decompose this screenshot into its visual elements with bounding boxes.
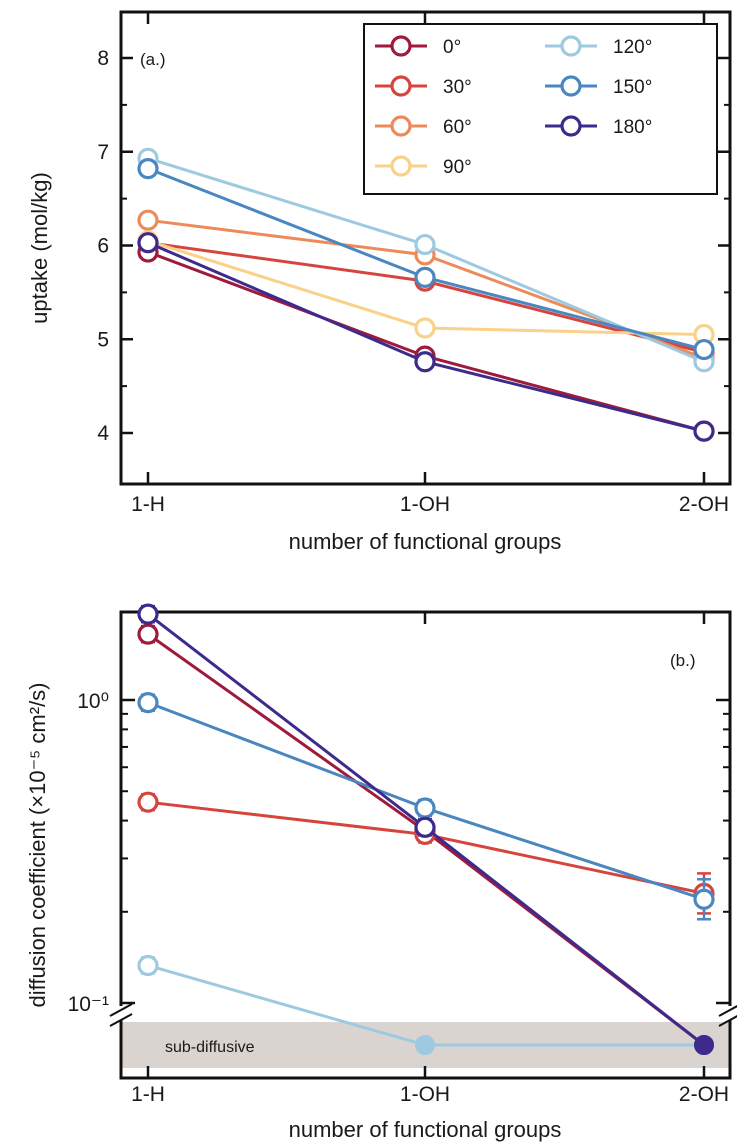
uptake-series [137,232,715,442]
legend-label: 0° [443,37,461,58]
diffusion-panel: sub-diffusive (b.) 10⁰ 10⁻¹ 1-H 1-OH 2-OH nu… [25,603,737,1142]
diffusion-data-point [137,623,159,645]
diffusion-data-point [137,692,159,714]
diffusion-data-point [137,791,159,813]
uptake-data-point [137,158,159,180]
uptake-x-tick-label: 1-OH [400,493,450,516]
legend-label: 120° [613,37,652,58]
legend-entry: 90° [375,155,472,178]
uptake-data-point [414,351,436,373]
legend-entry: 60° [375,115,472,138]
uptake-panel: (a.) 4 5 6 7 8 1-H 1-OH 2-OH 0° 30° 60° 90° 120° 150… [27,10,732,554]
legend-swatch-marker [390,75,412,97]
diffusion-data-point [693,888,715,910]
uptake-data-point [693,420,715,442]
legend-swatch-marker [560,75,582,97]
uptake-y-tick-label: 7 [97,141,109,164]
diffusion-data-point [137,954,159,977]
diffusion-panel-tag: (b.) [670,651,696,670]
uptake-x-axis-label: number of functional groups [289,529,562,554]
legend-swatch-marker [390,115,412,137]
diffusion-y-tick-label: 10⁰ [77,690,109,713]
uptake-series [137,158,715,361]
diffusion-y-axis-label: diffusion coefficient (×10⁻⁵ cm²/s) [25,682,50,1007]
uptake-panel-tag: (a.) [140,50,166,69]
diffusion-subdiffusive-point [694,1035,714,1055]
diffusion-x-tick-label: 1-OH [400,1083,450,1106]
sub-diffusive-label: sub-diffusive [165,1039,255,1056]
diffusion-data-point [414,797,436,819]
uptake-legend: 0° 30° 60° 90° 120° 150° 180° [363,23,718,195]
diffusion-data-point [137,603,159,625]
uptake-data-point [414,266,436,288]
axis-break-left [109,1003,134,1027]
uptake-x-tick-label: 1-H [131,493,165,516]
legend-label: 90° [443,157,472,178]
legend-entry: 180° [545,115,652,138]
uptake-data-point [693,338,715,361]
uptake-data-point [137,232,159,254]
uptake-data-point [414,317,436,339]
diffusion-series [137,603,714,1055]
uptake-y-tick-label: 5 [97,328,109,351]
legend-entry: 120° [545,35,652,58]
legend-swatch-marker [560,115,582,137]
uptake-data-point [137,209,159,231]
diffusion-x-axis-label: number of functional groups [289,1117,562,1142]
diffusion-x-tick-label: 1-H [131,1083,165,1106]
diffusion-data-point [414,816,436,838]
legend-swatch-marker [390,35,412,57]
legend-label: 60° [443,117,472,138]
uptake-data-point [414,233,436,256]
uptake-y-tick-label: 8 [97,47,109,70]
diffusion-y-tick-label: 10⁻¹ [68,993,109,1016]
legend-box [363,23,718,195]
uptake-y-axis-label: uptake (mol/kg) [27,172,52,324]
diffusion-x-tick-label: 2-OH [679,1083,729,1106]
legend-entry: 30° [375,75,472,98]
uptake-y-tick-label: 6 [97,235,109,258]
axis-break-right [718,1005,737,1027]
uptake-y-tick-label: 4 [97,422,109,445]
legend-label: 150° [613,77,652,98]
legend-entry: 150° [545,75,652,98]
legend-swatch-marker [390,155,412,177]
legend-label: 30° [443,77,472,98]
diffusion-subdiffusive-point [415,1035,435,1055]
legend-label: 180° [613,117,652,138]
diffusion-series [137,692,715,921]
legend-swatch-marker [560,35,582,57]
uptake-x-tick-label: 2-OH [679,493,729,516]
legend-entry: 0° [375,35,461,58]
